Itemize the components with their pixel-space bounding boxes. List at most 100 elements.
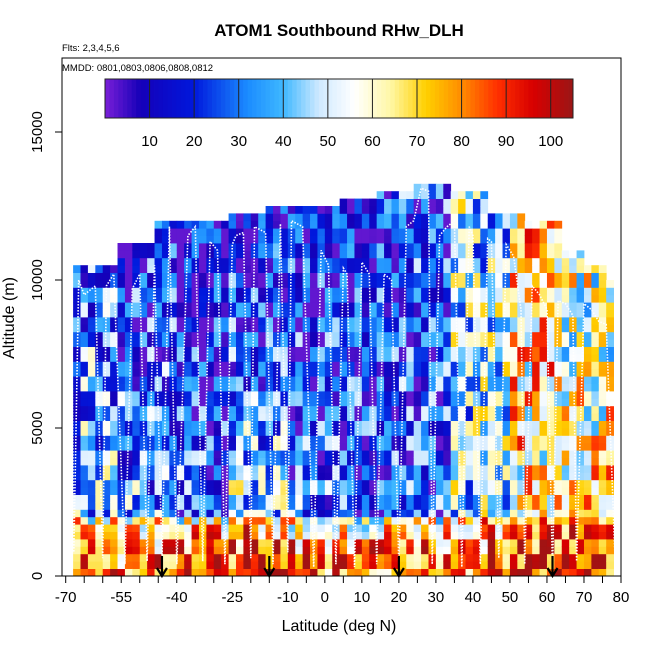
heatmap-cell [191, 450, 200, 458]
heatmap-cell [154, 502, 163, 510]
heatmap-cell [339, 553, 348, 562]
heatmap-cell [317, 324, 326, 333]
heatmap-cell [524, 561, 533, 569]
heatmap-cell [398, 457, 407, 466]
heatmap-cell [517, 516, 526, 525]
heatmap-cell [539, 568, 548, 577]
heatmap-cell [198, 265, 207, 273]
heatmap-cell [280, 206, 289, 214]
heatmap-cell [221, 280, 229, 288]
heatmap-cell [391, 516, 400, 525]
heatmap-cell [295, 243, 304, 251]
heatmap-cell [287, 487, 296, 495]
heatmap-cell [132, 398, 141, 407]
heatmap-cell [569, 398, 577, 407]
heatmap-cell [317, 294, 326, 303]
heatmap-cell [324, 398, 333, 407]
heatmap-cell [132, 294, 141, 303]
heatmap-cell [428, 479, 437, 488]
heatmap-cell [539, 502, 548, 510]
heatmap-cell [421, 228, 429, 236]
heatmap-cell [413, 220, 422, 229]
heatmap-cell [243, 339, 252, 347]
heatmap-cell [295, 235, 304, 244]
heatmap-cell [554, 317, 563, 325]
colorbar-segment [203, 79, 208, 118]
heatmap-cell [443, 206, 452, 214]
heatmap-cell [546, 457, 555, 466]
heatmap-cell [295, 457, 304, 466]
heatmap-cell [487, 516, 496, 525]
heatmap-cell [102, 420, 111, 429]
heatmap-cell [191, 465, 200, 473]
heatmap-cell [376, 465, 385, 473]
heatmap-cell [332, 280, 341, 288]
heatmap-cell [332, 516, 341, 525]
heatmap-cell [554, 287, 563, 296]
heatmap-cell [554, 479, 563, 488]
heatmap-cell [110, 376, 118, 384]
heatmap-cell [117, 265, 126, 273]
heatmap-cell [124, 509, 133, 518]
heatmap-cell [465, 280, 474, 288]
heatmap-cell [554, 294, 563, 303]
heatmap-cell [435, 553, 444, 562]
heatmap-cell [369, 324, 378, 333]
heatmap-cell [398, 561, 407, 569]
heatmap-cell [161, 265, 170, 273]
heatmap-cell [258, 331, 267, 340]
heatmap-cell [243, 324, 252, 333]
heatmap-cell [606, 465, 614, 473]
heatmap-cell [317, 539, 326, 547]
heatmap-cell [361, 450, 370, 458]
heatmap-cell [347, 265, 355, 273]
heatmap-cell [213, 502, 222, 510]
heatmap-cell [465, 376, 474, 384]
heatmap-cell [339, 509, 348, 518]
chart-title: ATOM1 Southbound RHw_DLH [214, 21, 464, 40]
heatmap-cell [450, 391, 459, 399]
heatmap-cell [124, 272, 133, 281]
heatmap-cell [347, 198, 355, 207]
heatmap-cell [406, 213, 415, 222]
heatmap-cell [384, 198, 392, 207]
heatmap-cell [606, 317, 614, 325]
heatmap-cell [258, 235, 267, 244]
heatmap-cell [524, 302, 533, 310]
colorbar-segment [292, 79, 298, 118]
heatmap-cell [73, 553, 81, 562]
heatmap-cell [280, 302, 289, 310]
heatmap-cell [495, 235, 503, 244]
heatmap-cell [569, 442, 577, 451]
heatmap-cell [450, 228, 459, 236]
heatmap-cell [561, 561, 570, 569]
heatmap-cell [517, 302, 526, 310]
heatmap-cell [458, 494, 466, 503]
heatmap-cell [398, 294, 407, 303]
heatmap-cell [317, 509, 326, 518]
heatmap-cell [354, 546, 363, 555]
heatmap-cell [384, 324, 392, 333]
heatmap-cell [443, 413, 452, 421]
heatmap-cell [421, 524, 429, 532]
heatmap-cell [517, 472, 526, 481]
heatmap-cell [154, 294, 163, 303]
heatmap-cell [132, 376, 141, 384]
heatmap-cell [117, 398, 126, 407]
heatmap-cell [487, 479, 496, 488]
heatmap-cell [228, 339, 237, 347]
heatmap-cell [421, 465, 429, 473]
heatmap-cell [95, 531, 104, 540]
heatmap-cell [472, 250, 481, 259]
heatmap-cell [421, 539, 429, 547]
heatmap-cell [332, 531, 341, 540]
heatmap-cell [73, 428, 81, 436]
colorbar-segment [265, 79, 271, 118]
heatmap-cell [132, 472, 141, 481]
heatmap-cell [347, 531, 355, 540]
heatmap-cell [369, 220, 378, 229]
heatmap-cell [347, 391, 355, 399]
heatmap-cell [139, 243, 148, 251]
heatmap-cell [184, 457, 192, 466]
heatmap-cell [583, 272, 592, 281]
